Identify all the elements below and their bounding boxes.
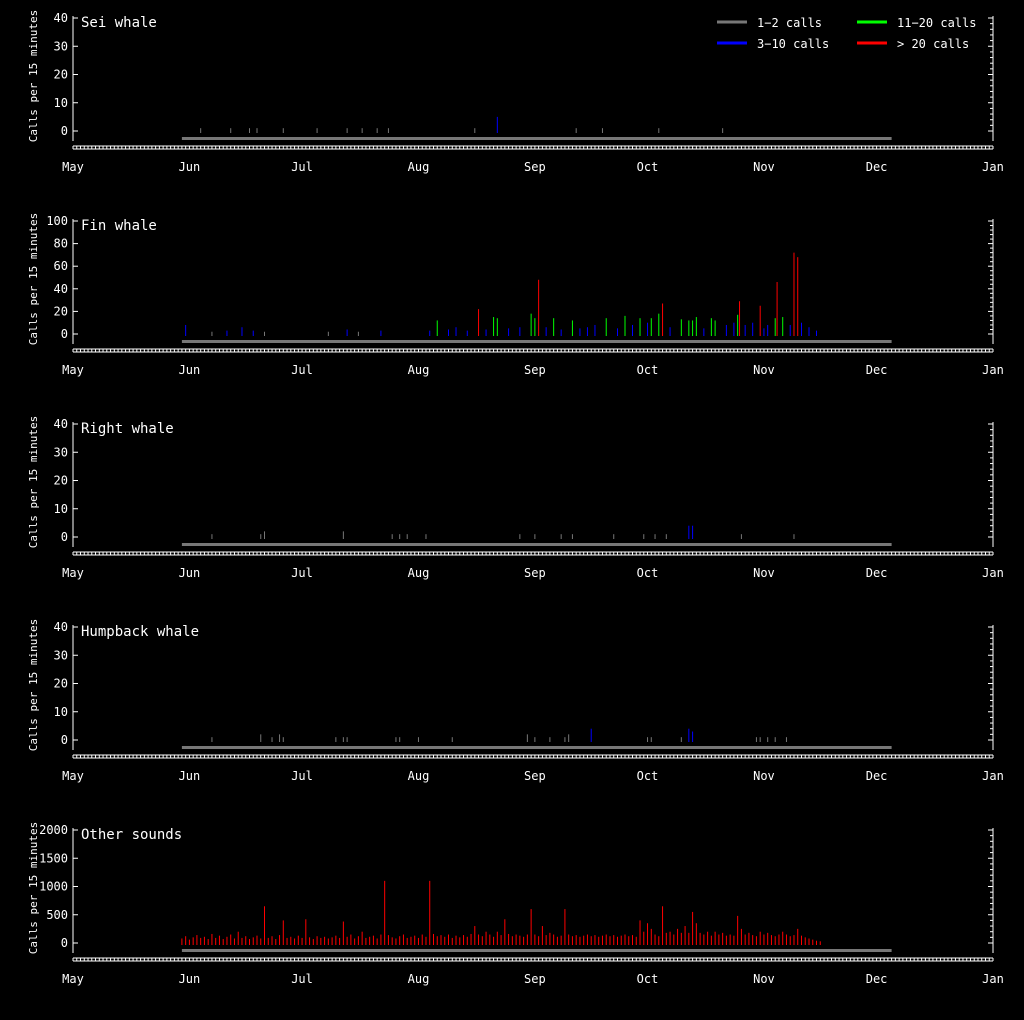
y-axis-label: Calls per 15 minutes <box>27 619 40 751</box>
panel-title: Other sounds <box>81 827 182 843</box>
y-tick-label: 30 <box>54 648 68 662</box>
y-axis-label: Calls per 15 minutes <box>27 10 40 142</box>
x-tick-label: Jun <box>179 972 201 986</box>
legend-label: > 20 calls <box>897 37 969 51</box>
x-tick-label: Oct <box>637 972 659 986</box>
y-tick-label: 500 <box>46 908 68 922</box>
x-tick-label: Aug <box>408 769 430 783</box>
panel-2: 0 10 20 30 40 Calls per 15 minutes Right whale… <box>27 416 1004 580</box>
panel-0: 0 10 20 30 40 Calls per 15 minutes Sei whale Ma… <box>27 10 1004 174</box>
x-tick-label: Oct <box>637 363 659 377</box>
y-tick-label: 30 <box>54 39 68 53</box>
panel-3: 0 10 20 30 40 Calls per 15 minutes Humpback wh… <box>27 619 1004 783</box>
x-tick-label: Jun <box>179 363 201 377</box>
y-tick-label: 40 <box>54 282 68 296</box>
y-tick-label: 30 <box>54 445 68 459</box>
y-tick-label: 0 <box>61 733 68 747</box>
x-tick-label: May <box>62 769 84 783</box>
y-tick-label: 0 <box>61 530 68 544</box>
x-tick-label: Dec <box>866 769 888 783</box>
y-tick-label: 2000 <box>39 823 68 837</box>
y-axis-label: Calls per 15 minutes <box>27 416 40 548</box>
x-tick-label: Dec <box>866 160 888 174</box>
y-tick-label: 80 <box>54 237 68 251</box>
legend-label: 3−10 calls <box>757 37 829 51</box>
panel-title: Sei whale <box>81 15 157 31</box>
y-tick-label: 0 <box>61 124 68 138</box>
x-tick-label: Sep <box>524 363 546 377</box>
y-tick-label: 40 <box>54 417 68 431</box>
x-tick-label: Dec <box>866 972 888 986</box>
legend: 1−2 calls 3−10 calls 11−20 calls > 20 calls <box>717 16 976 51</box>
x-tick-label: Dec <box>866 566 888 580</box>
x-tick-label: Jul <box>291 363 313 377</box>
x-tick-label: Sep <box>524 160 546 174</box>
recording-coverage-bar <box>181 137 892 140</box>
y-tick-label: 0 <box>61 327 68 341</box>
panel-title: Right whale <box>81 421 174 437</box>
x-tick-label: Jan <box>982 160 1004 174</box>
recording-coverage-bar <box>181 746 892 749</box>
y-tick-label: 1000 <box>39 880 68 894</box>
recording-coverage-bar <box>181 340 892 343</box>
x-tick-label: Nov <box>753 972 775 986</box>
x-tick-label: May <box>62 972 84 986</box>
x-tick-label: Aug <box>408 160 430 174</box>
recording-coverage-bar <box>181 543 892 546</box>
panel-1: 0 20 40 60 80 100 Calls per 15 minutes Fin whal… <box>27 213 1004 377</box>
x-tick-label: Jul <box>291 566 313 580</box>
x-tick-label: May <box>62 566 84 580</box>
x-tick-label: Jul <box>291 160 313 174</box>
y-tick-label: 10 <box>54 502 68 516</box>
y-tick-label: 20 <box>54 68 68 82</box>
x-tick-label: Nov <box>753 769 775 783</box>
x-tick-label: Oct <box>637 566 659 580</box>
x-tick-label: Sep <box>524 769 546 783</box>
x-tick-label: Nov <box>753 363 775 377</box>
x-tick-label: Jan <box>982 363 1004 377</box>
x-tick-label: Dec <box>866 363 888 377</box>
x-tick-label: May <box>62 160 84 174</box>
y-tick-label: 20 <box>54 677 68 691</box>
x-tick-label: Nov <box>753 566 775 580</box>
y-tick-label: 0 <box>61 936 68 950</box>
y-tick-label: 40 <box>54 11 68 25</box>
y-axis-label: Calls per 15 minutes <box>27 213 40 345</box>
x-tick-label: Aug <box>408 566 430 580</box>
recording-coverage-bar <box>181 949 892 952</box>
y-tick-label: 20 <box>54 474 68 488</box>
x-tick-label: Oct <box>637 769 659 783</box>
y-tick-label: 10 <box>54 705 68 719</box>
x-tick-label: Jun <box>179 160 201 174</box>
y-tick-label: 10 <box>54 96 68 110</box>
x-tick-label: Jun <box>179 769 201 783</box>
legend-label: 11−20 calls <box>897 16 976 30</box>
y-tick-label: 40 <box>54 620 68 634</box>
x-tick-label: Aug <box>408 363 430 377</box>
x-tick-label: Jul <box>291 769 313 783</box>
legend-label: 1−2 calls <box>757 16 822 30</box>
x-tick-label: Sep <box>524 972 546 986</box>
x-tick-label: Jan <box>982 769 1004 783</box>
panel-title: Humpback whale <box>81 624 199 640</box>
x-tick-label: Oct <box>637 160 659 174</box>
y-tick-label: 1500 <box>39 851 68 865</box>
y-tick-label: 100 <box>46 214 68 228</box>
x-tick-label: Jan <box>982 566 1004 580</box>
x-tick-label: Jul <box>291 972 313 986</box>
x-tick-label: Aug <box>408 972 430 986</box>
panel-title: Fin whale <box>81 218 157 234</box>
x-tick-label: May <box>62 363 84 377</box>
x-tick-label: Sep <box>524 566 546 580</box>
y-tick-label: 60 <box>54 259 68 273</box>
y-axis-label: Calls per 15 minutes <box>27 822 40 954</box>
y-tick-label: 20 <box>54 304 68 318</box>
x-tick-label: Jan <box>982 972 1004 986</box>
x-tick-label: Jun <box>179 566 201 580</box>
x-tick-label: Nov <box>753 160 775 174</box>
